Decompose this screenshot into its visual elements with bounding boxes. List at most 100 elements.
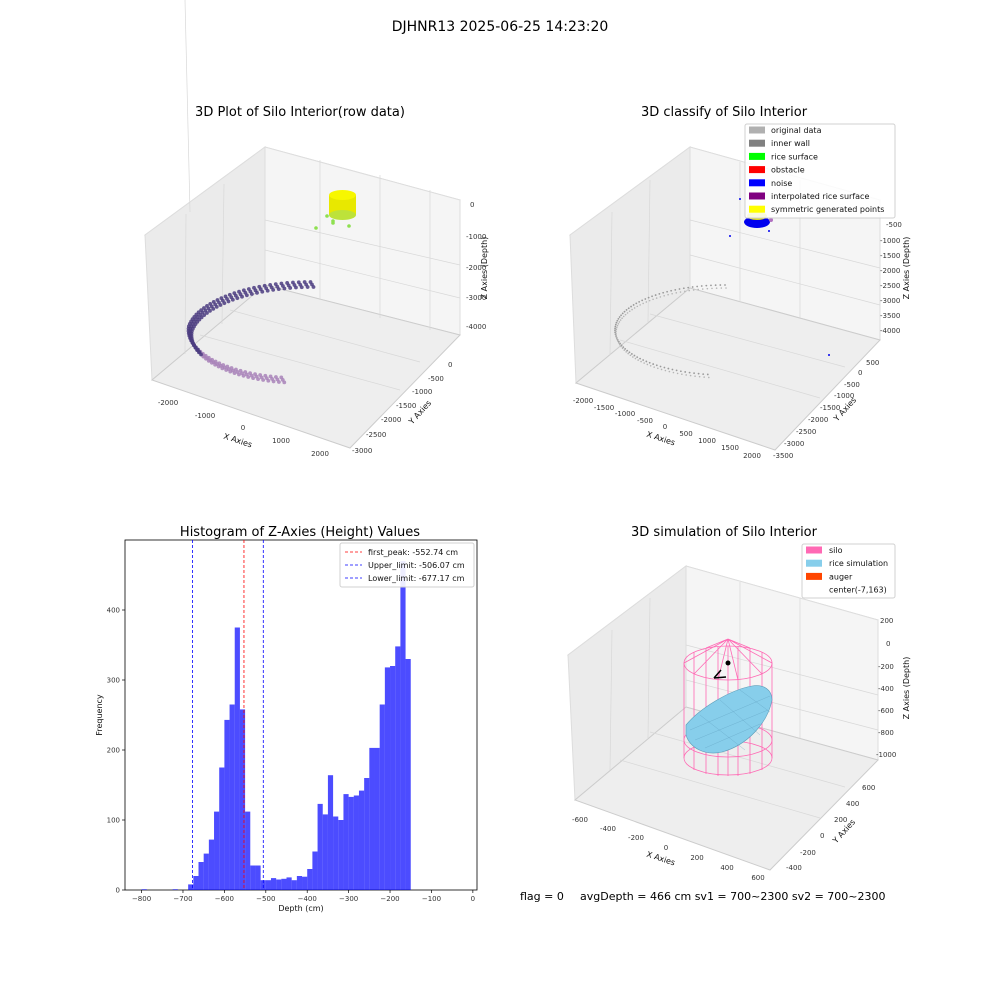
classify-point <box>625 309 628 311</box>
flag-text: flag = 0 <box>520 890 564 903</box>
classify-point <box>626 349 629 352</box>
classify-x-tick: 2000 <box>743 452 761 460</box>
raw-point <box>261 378 266 382</box>
classify-x-tick: -500 <box>637 417 653 425</box>
raw-point <box>226 299 231 304</box>
classify-point <box>682 287 685 290</box>
classify-point <box>725 287 727 289</box>
legend-swatch <box>749 179 765 187</box>
classify-point <box>697 372 700 375</box>
raw-floor-pane <box>151 284 461 449</box>
sim-y-tick: 600 <box>862 784 875 792</box>
legend-swatch <box>806 559 822 567</box>
histogram-bar <box>358 790 365 890</box>
legend-label: original data <box>771 126 822 135</box>
y-tick-label: 400 <box>107 607 120 615</box>
classify-point <box>645 360 648 363</box>
classify-y-tick: -3000 <box>784 440 804 448</box>
classify-point <box>710 284 712 287</box>
classify-point <box>662 291 665 294</box>
classify-point <box>624 347 627 350</box>
classify-point <box>701 288 704 290</box>
histogram-reference-lines <box>192 540 264 890</box>
raw-x-label: X Axies <box>222 432 253 450</box>
classify-x-tick: -2000 <box>573 397 593 405</box>
classify-point <box>688 289 691 292</box>
raw-point <box>240 294 244 299</box>
classify-point <box>660 368 663 371</box>
classify-point <box>635 302 638 305</box>
sim-z-tick: -800 <box>878 729 894 737</box>
raw-point <box>266 378 271 383</box>
legend-label: interpolated rice surface <box>771 192 869 201</box>
legend-swatch <box>806 572 822 580</box>
histogram-bar <box>214 811 220 890</box>
classify-point <box>659 296 662 298</box>
sim-x-tick: -200 <box>628 834 644 842</box>
sim-x-tick: 400 <box>720 864 733 872</box>
classify-point <box>620 314 622 317</box>
classify-z-tick: -3500 <box>880 312 900 320</box>
sim-z-tick: -200 <box>878 663 894 671</box>
classify-point <box>679 291 682 293</box>
histogram-bar <box>369 747 375 890</box>
classify-point <box>632 356 634 358</box>
silo-center-marker <box>725 660 731 666</box>
x-tick-label: −700 <box>173 895 192 903</box>
classify-point <box>638 300 641 303</box>
raw-z-tick: -4000 <box>466 323 486 331</box>
sim-x-tick: -400 <box>600 825 616 833</box>
sim-x-label: X Axies <box>645 850 676 868</box>
raw-point <box>204 356 208 361</box>
raw-point <box>276 287 281 292</box>
classify-point <box>623 310 626 313</box>
histogram-bar <box>203 853 209 890</box>
histogram-bar <box>333 816 339 890</box>
classify-point <box>617 318 620 320</box>
classify-point <box>648 299 651 302</box>
classify-point <box>685 374 687 376</box>
histogram-bar <box>390 666 396 890</box>
classify-point <box>666 290 669 293</box>
raw-point <box>228 369 233 374</box>
raw-point <box>206 358 211 363</box>
simulation-legend: silo rice simulation auger center(-7,163) <box>801 543 896 599</box>
classify-point <box>653 366 655 368</box>
classify-x-tick: 1000 <box>698 437 716 445</box>
classify-point <box>724 284 726 286</box>
x-tick-label: 0 <box>471 895 475 903</box>
classify-point <box>648 361 651 364</box>
classify-z-tick: -1500 <box>880 252 900 260</box>
histogram-axes-frame <box>124 539 478 891</box>
classify-point <box>679 370 682 373</box>
raw-point <box>256 377 260 382</box>
classify-point <box>616 338 618 340</box>
classify-point <box>614 329 616 332</box>
classify-point <box>687 286 690 289</box>
classify-point <box>692 289 695 291</box>
raw-point <box>209 360 214 365</box>
classify-point <box>633 307 636 309</box>
legend-label: rice surface <box>771 152 818 161</box>
classify-floor-pane <box>574 287 881 451</box>
histogram-bar <box>307 869 313 890</box>
classify-point <box>630 305 632 308</box>
classify-point <box>629 354 632 357</box>
classify-point <box>617 342 620 344</box>
classify-point <box>663 294 665 297</box>
raw-data-panel: 3D Plot of Silo Interior(row data) -2000… <box>143 0 489 458</box>
classify-point <box>643 362 645 364</box>
histogram-bar <box>172 889 178 890</box>
raw-z-tick: -2000 <box>466 264 486 272</box>
legend-swatch <box>749 192 765 200</box>
raw-ring-points <box>186 280 316 385</box>
raw-point <box>294 285 298 290</box>
classify-point <box>622 315 625 318</box>
classify-point <box>678 288 681 290</box>
raw-point <box>230 297 235 302</box>
raw-point <box>202 313 207 318</box>
histogram-title: Histogram of Z-Axies (Height) Values <box>180 525 420 540</box>
histogram-bar <box>348 796 354 890</box>
classify-point <box>621 347 624 350</box>
